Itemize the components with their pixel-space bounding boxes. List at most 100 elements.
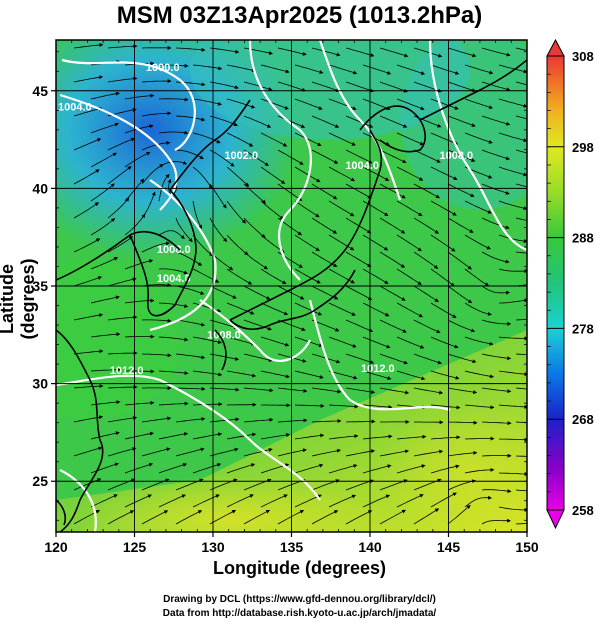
streamline [107,44,138,49]
y-tick-label-45: 45 [32,83,48,99]
streamline [107,236,134,253]
streamline [73,313,104,321]
streamline [328,234,355,251]
streamline [158,432,189,440]
streamline [430,268,455,287]
streamline [260,370,290,379]
streamline [430,132,459,145]
streamline [175,115,206,122]
streamline [175,251,203,266]
streamline [328,434,359,440]
streamline [379,217,406,234]
streamline [311,47,341,57]
streamline [328,64,358,75]
streamline [260,132,288,147]
streamline [158,230,185,240]
streamline [464,404,495,410]
streamline [175,353,206,360]
streamline [396,336,425,349]
streamline [192,336,222,344]
streamline [260,302,289,316]
streamline [158,494,186,508]
streamline [294,463,324,474]
streamline [209,353,240,361]
streamline [124,151,151,168]
streamline [73,478,102,491]
streamline [481,285,510,295]
streamline [311,149,339,164]
streamline [396,98,425,111]
streamline [515,489,527,492]
contour-label: 1004.0 [345,160,379,172]
streamline [464,467,495,474]
y-tick-label-25: 25 [32,473,48,489]
streamline [515,149,527,154]
streamline [192,200,202,230]
streamline [328,336,357,348]
streamline [158,401,189,406]
streamline [362,234,389,251]
streamline [209,217,228,243]
streamline [73,75,104,83]
streamline [107,137,136,151]
streamline [362,404,393,409]
streamline [124,431,154,440]
streamline [90,183,115,202]
streamline [107,76,138,83]
streamline [379,251,406,268]
streamline [141,353,172,358]
streamline [362,494,391,508]
streamline [226,463,256,474]
streamline [226,268,253,285]
streamline [396,494,424,508]
x-tick-label-150: 150 [515,539,539,555]
streamline [192,64,223,71]
streamline [379,183,406,199]
streamline [345,285,373,300]
streamline [430,464,460,474]
streamline [447,251,472,270]
streamline [430,234,456,252]
streamline [90,494,118,508]
streamline [447,217,474,233]
credit-data-source: Data from http://database.rish.kyoto-u.a… [162,608,437,619]
streamline [158,130,189,135]
streamline [277,285,305,300]
streamline [362,434,393,440]
streamline [498,437,527,442]
streamline [413,217,440,234]
streamline [362,370,392,381]
streamline [413,149,441,163]
streamline [515,115,527,120]
streamline [124,259,154,270]
streamline [481,319,512,326]
streamline [90,122,119,134]
colorbar-lower-arrow [546,509,565,530]
streamline [209,319,239,330]
streamline [73,349,104,355]
streamline [73,169,100,185]
streamline [124,400,155,406]
streamline [192,132,221,144]
streamline [226,336,256,346]
streamline [226,234,249,256]
streamline [73,138,102,151]
streamline [481,353,512,361]
streamline [294,200,320,218]
streamline [294,403,325,408]
streamline [192,370,223,377]
streamline [379,449,410,457]
streamline [498,132,527,143]
streamline [311,81,341,92]
colorbar-upper-arrow [546,38,565,57]
streamline [90,431,120,440]
streamline [243,47,273,55]
streamline [430,98,459,110]
streamline [498,268,527,274]
streamline [192,463,222,474]
streamline [498,506,527,512]
streamline [107,197,130,219]
colorbar-ticks: 308 298 288 278 268 258 [547,49,594,518]
streamline [345,251,372,268]
streamline [226,494,254,508]
